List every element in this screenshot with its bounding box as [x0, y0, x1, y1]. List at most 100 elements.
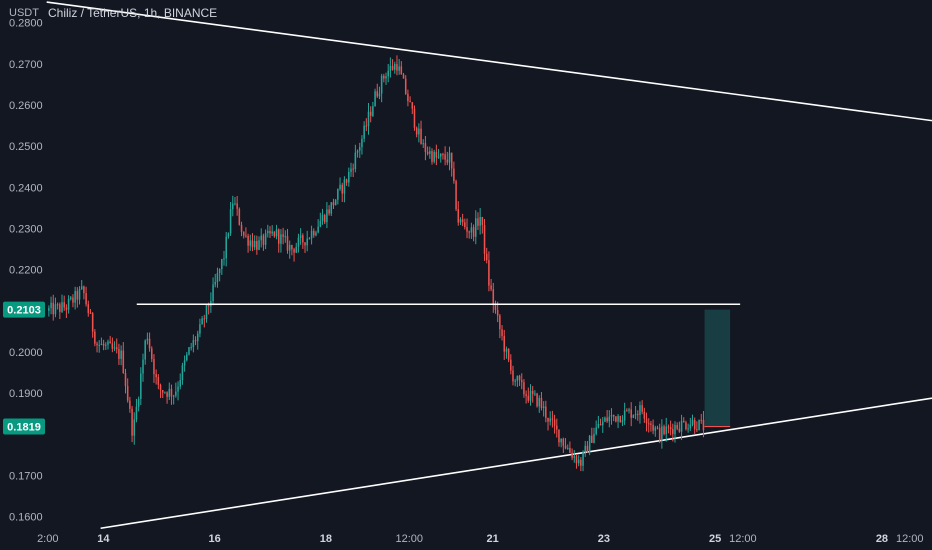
candle — [85, 286, 87, 307]
candle — [306, 230, 308, 252]
candle — [192, 334, 195, 353]
candle — [479, 208, 481, 235]
drawing-layer[interactable] — [46, 1, 932, 530]
candle — [591, 427, 593, 444]
candle — [299, 228, 302, 245]
candle — [286, 228, 289, 254]
candle — [573, 450, 576, 463]
candle — [326, 202, 328, 229]
candle — [634, 405, 637, 420]
candle — [431, 148, 433, 165]
candle — [610, 408, 613, 425]
candle — [372, 101, 374, 118]
candle — [175, 382, 177, 398]
candle — [470, 222, 473, 239]
candle — [258, 236, 260, 251]
candle — [332, 198, 335, 209]
candle — [188, 346, 190, 356]
candle — [571, 448, 573, 461]
candle — [538, 395, 541, 413]
candle — [424, 135, 427, 161]
candle — [700, 413, 703, 424]
candle — [396, 55, 398, 76]
candle — [315, 230, 317, 237]
candle — [669, 420, 672, 436]
x-tick-label: 2:00 — [37, 533, 58, 545]
candle — [606, 410, 608, 423]
candle — [238, 207, 241, 226]
candle — [422, 139, 424, 148]
y-tick-label: 0.2600 — [9, 100, 43, 112]
candle — [157, 374, 160, 390]
candle — [453, 161, 455, 184]
candle — [617, 413, 619, 429]
candle — [190, 342, 192, 351]
candle — [569, 441, 571, 454]
candle — [304, 242, 306, 254]
long-position-target-zone[interactable] — [704, 309, 731, 427]
candle — [354, 144, 357, 173]
candle — [577, 455, 580, 467]
candle — [313, 228, 315, 238]
candle — [196, 330, 199, 350]
candle — [457, 201, 460, 226]
y-tick-label: 0.2400 — [9, 182, 43, 194]
candle — [503, 329, 506, 360]
candle — [687, 423, 689, 433]
candle — [689, 417, 692, 431]
candle — [352, 163, 354, 178]
candle — [74, 286, 76, 310]
svg-text:0.2103: 0.2103 — [7, 305, 41, 317]
candle — [256, 235, 258, 255]
candle — [518, 374, 521, 387]
candle — [696, 421, 698, 433]
candle — [225, 231, 227, 267]
candle — [658, 423, 661, 444]
y-axis[interactable]: 0.2800 0.2700 0.2600 0.2500 0.2400 0.2300 0.22… — [9, 7, 43, 524]
candle — [161, 389, 164, 399]
candle — [402, 72, 405, 79]
candle — [330, 202, 333, 217]
candle — [529, 384, 532, 406]
trendline[interactable] — [46, 1, 932, 122]
candle — [540, 391, 543, 411]
candle — [439, 153, 442, 163]
candle — [186, 351, 188, 362]
candle — [420, 120, 422, 145]
candle — [277, 228, 280, 253]
candle — [109, 335, 111, 344]
candle — [404, 75, 407, 95]
candle — [628, 407, 630, 414]
candle — [450, 152, 453, 177]
candle — [389, 57, 392, 78]
candle — [65, 304, 68, 318]
candle — [466, 218, 468, 239]
candle — [643, 407, 646, 423]
candle — [72, 294, 74, 308]
candle — [444, 146, 446, 166]
price-badge: 0.1819 — [3, 418, 45, 435]
candle — [245, 227, 247, 238]
candle — [663, 424, 665, 436]
overlay-layer[interactable] — [136, 303, 741, 428]
candle — [652, 419, 654, 435]
candle — [641, 400, 643, 415]
candle — [345, 178, 348, 186]
candle — [358, 142, 361, 159]
candle — [334, 199, 337, 206]
candle — [566, 444, 569, 450]
candle — [120, 345, 122, 366]
candle — [267, 224, 269, 238]
candle — [394, 61, 396, 74]
candle — [181, 362, 184, 385]
trendline[interactable] — [100, 397, 932, 530]
candle — [612, 414, 615, 422]
x-axis[interactable]: 2:00 14 16 18 12:00 21 23 25 12:00 28 12:00 — [37, 533, 923, 545]
y-tick-label: 0.1600 — [9, 512, 43, 524]
candle — [665, 417, 668, 442]
y-tick-label: 0.2700 — [9, 59, 43, 71]
candle — [560, 438, 562, 448]
candle — [54, 297, 57, 318]
candle — [260, 228, 262, 248]
